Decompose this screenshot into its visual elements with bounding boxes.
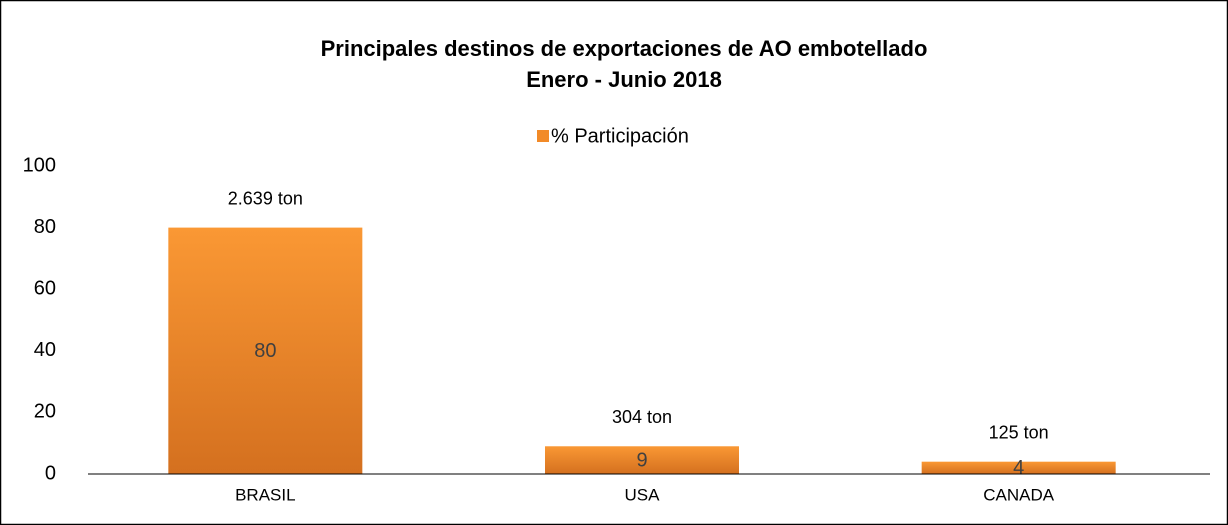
annotation: 2.639 ton — [228, 188, 303, 208]
x-tick-label: BRASIL — [235, 485, 295, 504]
chart-subtitle: Enero - Junio 2018 — [526, 67, 722, 92]
data-label: 4 — [1013, 457, 1024, 479]
annotation: 304 ton — [612, 407, 672, 427]
legend-swatch — [537, 130, 549, 142]
y-tick-label: 20 — [34, 401, 56, 423]
chart-title: Principales destinos de exportaciones de… — [321, 36, 928, 61]
data-label: 9 — [636, 449, 647, 471]
y-tick-label: 100 — [23, 154, 56, 176]
y-tick-label: 80 — [34, 216, 56, 238]
legend-label: % Participación — [551, 125, 689, 147]
annotation: 125 ton — [989, 422, 1049, 442]
bar — [168, 227, 363, 474]
data-label: 80 — [254, 340, 276, 362]
x-tick-label: USA — [625, 485, 661, 504]
y-tick-label: 60 — [34, 277, 56, 299]
y-tick-label: 0 — [45, 462, 56, 484]
bar — [921, 461, 1116, 474]
x-tick-label: CANADA — [983, 485, 1055, 504]
y-tick-label: 40 — [34, 339, 56, 361]
bar — [545, 446, 739, 474]
